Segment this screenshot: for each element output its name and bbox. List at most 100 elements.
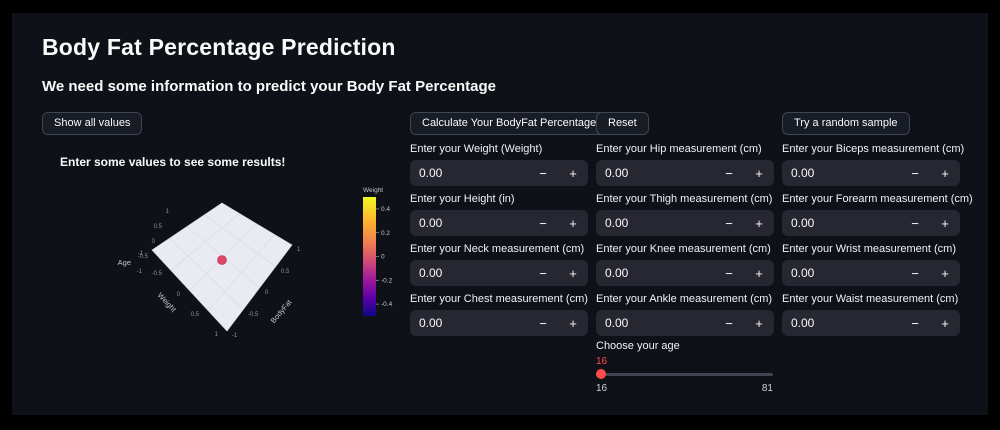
ankle-input[interactable]: 0.00 − + <box>596 310 774 336</box>
number-input-field: Enter your Biceps measurement (cm) 0.00 … <box>782 143 964 186</box>
increment-button[interactable]: + <box>930 310 960 336</box>
biceps-value[interactable]: 0.00 <box>791 166 815 180</box>
z-axis-title: Age <box>118 258 131 267</box>
3d-mesh-plot: 1 0.5 0 -0.5 -1 Age -1 -0.5 0 0.5 1 Weig… <box>118 187 393 339</box>
decrement-button[interactable]: − <box>528 160 558 186</box>
neck-input[interactable]: 0.00 − + <box>410 260 588 286</box>
age-slider-thumb[interactable] <box>596 369 606 379</box>
number-input-field: Enter your Chest measurement (cm) 0.00 −… <box>410 293 588 336</box>
decrement-button[interactable]: − <box>900 210 930 236</box>
weight-value[interactable]: 0.00 <box>419 166 443 180</box>
increment-button[interactable]: + <box>744 210 774 236</box>
axis-tick-label: -0.5 <box>138 254 149 260</box>
page-title: Body Fat Percentage Prediction <box>42 34 396 60</box>
weight-input[interactable]: 0.00 − + <box>410 160 588 186</box>
y-axis-ticks: -1 -0.5 0 0.5 1 <box>232 247 301 339</box>
number-input-field: Enter your Waist measurement (cm) 0.00 −… <box>782 293 960 336</box>
chest-value[interactable]: 0.00 <box>419 316 443 330</box>
age-slider[interactable] <box>596 369 773 379</box>
hip-value[interactable]: 0.00 <box>605 166 629 180</box>
decrement-button[interactable]: − <box>714 210 744 236</box>
axis-tick-label: 1 <box>215 332 219 338</box>
age-slider-label: Choose your age <box>596 340 680 352</box>
increment-button[interactable]: + <box>930 210 960 236</box>
axis-tick-label: -1 <box>137 269 143 275</box>
axis-tick-label: -0.5 <box>248 312 259 318</box>
axis-tick-label: 1 <box>297 247 301 253</box>
decrement-button[interactable]: − <box>714 160 744 186</box>
increment-button[interactable]: + <box>558 310 588 336</box>
mesh-surface <box>151 202 293 332</box>
waist-input[interactable]: 0.00 − + <box>782 310 960 336</box>
knee-input[interactable]: 0.00 − + <box>596 260 774 286</box>
age-slider-min: 16 <box>596 383 608 394</box>
decrement-button[interactable]: − <box>528 310 558 336</box>
increment-button[interactable]: + <box>558 260 588 286</box>
colorbar-tick-label: 0.2 <box>381 230 390 237</box>
forearm-input[interactable]: 0.00 − + <box>782 210 960 236</box>
thigh-input[interactable]: 0.00 − + <box>596 210 774 236</box>
forearm-value[interactable]: 0.00 <box>791 216 815 230</box>
bodyfat-3d-plot[interactable]: 1 0.5 0 -0.5 -1 Age -1 -0.5 0 0.5 1 Weig… <box>95 183 405 353</box>
weight-label: Enter your Weight (Weight) <box>410 143 543 155</box>
number-input-field: Enter your Thigh measurement (cm) 0.00 −… <box>596 193 774 236</box>
chest-label: Enter your Chest measurement (cm) <box>410 293 588 305</box>
thigh-value[interactable]: 0.00 <box>605 216 629 230</box>
data-point-marker <box>217 255 227 265</box>
decrement-button[interactable]: − <box>714 310 744 336</box>
knee-label: Enter your Knee measurement (cm) <box>596 243 771 255</box>
chest-input[interactable]: 0.00 − + <box>410 310 588 336</box>
waist-label: Enter your Waist measurement (cm) <box>782 293 959 305</box>
number-input-field: Enter your Knee measurement (cm) 0.00 − … <box>596 243 774 286</box>
axis-tick-label: 0.5 <box>191 312 200 318</box>
increment-button[interactable]: + <box>744 160 774 186</box>
axis-tick-label: 0 <box>265 290 269 296</box>
ankle-value[interactable]: 0.00 <box>605 316 629 330</box>
axis-tick-label: 1 <box>166 209 170 215</box>
decrement-button[interactable]: − <box>900 310 930 336</box>
reset-button[interactable]: Reset <box>596 112 649 135</box>
results-message: Enter some values to see some results! <box>60 155 286 169</box>
biceps-input[interactable]: 0.00 − + <box>782 160 960 186</box>
colorbar-ticks: 0.4 0.2 0 -0.2 -0.4 <box>381 206 393 308</box>
number-input-field: Enter your Height (in) 0.00 − + <box>410 193 588 236</box>
colorbar-tickmarks <box>376 208 379 305</box>
form-column-2: Reset Enter your Hip measurement (cm) 0.… <box>596 112 774 343</box>
wrist-input[interactable]: 0.00 − + <box>782 260 960 286</box>
increment-button[interactable]: + <box>930 160 960 186</box>
decrement-button[interactable]: − <box>714 260 744 286</box>
increment-button[interactable]: + <box>558 160 588 186</box>
height-input[interactable]: 0.00 − + <box>410 210 588 236</box>
forearm-label: Enter your Forearm measurement (cm) <box>782 193 973 205</box>
decrement-button[interactable]: − <box>528 260 558 286</box>
hip-input[interactable]: 0.00 − + <box>596 160 774 186</box>
age-slider-range: 16 81 <box>596 383 773 394</box>
axis-tick-label: -1 <box>138 251 144 257</box>
increment-button[interactable]: + <box>558 210 588 236</box>
number-input-field: Enter your Wrist measurement (cm) 0.00 −… <box>782 243 960 286</box>
age-slider-block: Choose your age 16 16 81 <box>596 340 773 394</box>
age-slider-max: 81 <box>761 383 773 394</box>
age-slider-current-value: 16 <box>596 356 608 367</box>
thigh-label: Enter your Thigh measurement (cm) <box>596 193 773 205</box>
number-input-field: Enter your Ankle measurement (cm) 0.00 −… <box>596 293 774 336</box>
neck-value[interactable]: 0.00 <box>419 266 443 280</box>
axis-tick-label: 0.5 <box>281 269 290 275</box>
wrist-value[interactable]: 0.00 <box>791 266 815 280</box>
increment-button[interactable]: + <box>930 260 960 286</box>
decrement-button[interactable]: − <box>528 210 558 236</box>
increment-button[interactable]: + <box>744 310 774 336</box>
height-label: Enter your Height (in) <box>410 193 515 205</box>
height-value[interactable]: 0.00 <box>419 216 443 230</box>
waist-value[interactable]: 0.00 <box>791 316 815 330</box>
axis-tick-label: -1 <box>232 333 238 339</box>
increment-button[interactable]: + <box>744 260 774 286</box>
random-sample-button[interactable]: Try a random sample <box>782 112 910 135</box>
knee-value[interactable]: 0.00 <box>605 266 629 280</box>
x-axis-ticks: -1 -0.5 0 0.5 1 <box>138 251 219 338</box>
decrement-button[interactable]: − <box>900 160 930 186</box>
decrement-button[interactable]: − <box>900 260 930 286</box>
calculate-button[interactable]: Calculate Your BodyFat Percentage <box>410 112 609 135</box>
show-all-values-button[interactable]: Show all values <box>42 112 143 135</box>
